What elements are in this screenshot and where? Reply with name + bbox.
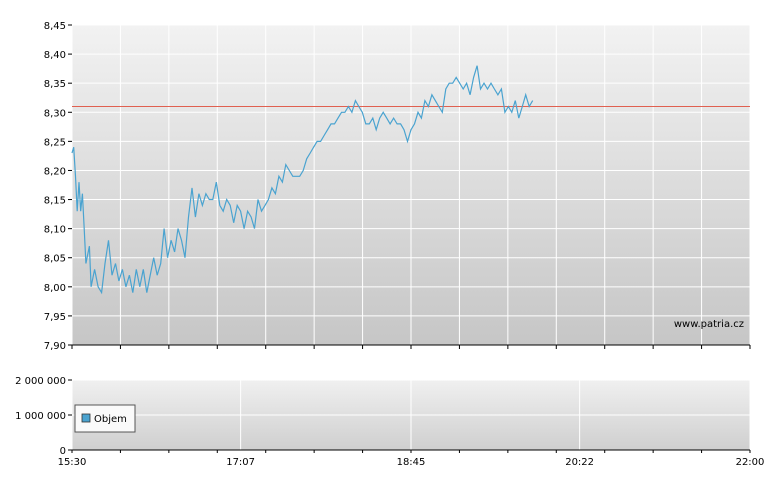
price-y-tick-label: 8,20 [44,166,66,177]
price-x-ticks [71,345,751,349]
price-y-tick-label: 8,10 [44,225,66,236]
volume-x-tick-label: 20:22 [565,457,594,468]
price-y-tick-label: 7,90 [44,341,66,352]
volume-x-tick-label: 22:00 [736,457,765,468]
volume-y-ticks: 2 000 000 1 000 000 0 [15,376,72,457]
volume-x-tick-label: 17:07 [226,457,255,468]
price-panel: 8,45 8,40 8,35 8,30 8,25 8,20 8,15 8,10 8,05 8,00… [44,21,751,352]
volume-x-tick-label: 15:30 [58,457,87,468]
volume-x-ticks: 15:30 17:07 18:45 20:22 22:00 [58,450,765,468]
price-y-tick-label: 8,00 [44,283,66,294]
price-y-tick-label: 8,05 [44,254,66,265]
price-y-tick-label: 8,35 [44,79,66,90]
price-y-tick-label: 8,25 [44,137,66,148]
volume-x-tick-label: 18:45 [397,457,426,468]
price-series-line [71,65,534,295]
volume-y-tick-label: 0 [60,446,66,457]
legend-swatch [81,413,91,423]
volume-panel: 2 000 000 1 000 000 0 15:30 17:07 18:45 20:22… [15,376,764,468]
price-y-ticks: 8,45 8,40 8,35 8,30 8,25 8,20 8,15 8,10 8,05 8,00… [44,21,72,352]
watermark: www.patria.cz [674,319,744,330]
volume-y-tick-label: 1 000 000 [15,411,66,422]
price-y-tick-label: 8,15 [44,196,66,207]
price-y-tick-label: 8,40 [44,50,66,61]
price-y-tick-label: 8,30 [44,108,66,119]
legend-label: Objem [94,414,127,425]
price-y-tick-label: 8,45 [44,21,66,32]
price-y-tick-label: 7,95 [44,312,66,323]
legend: Objem [74,404,136,433]
volume-y-tick-label: 2 000 000 [15,376,66,387]
